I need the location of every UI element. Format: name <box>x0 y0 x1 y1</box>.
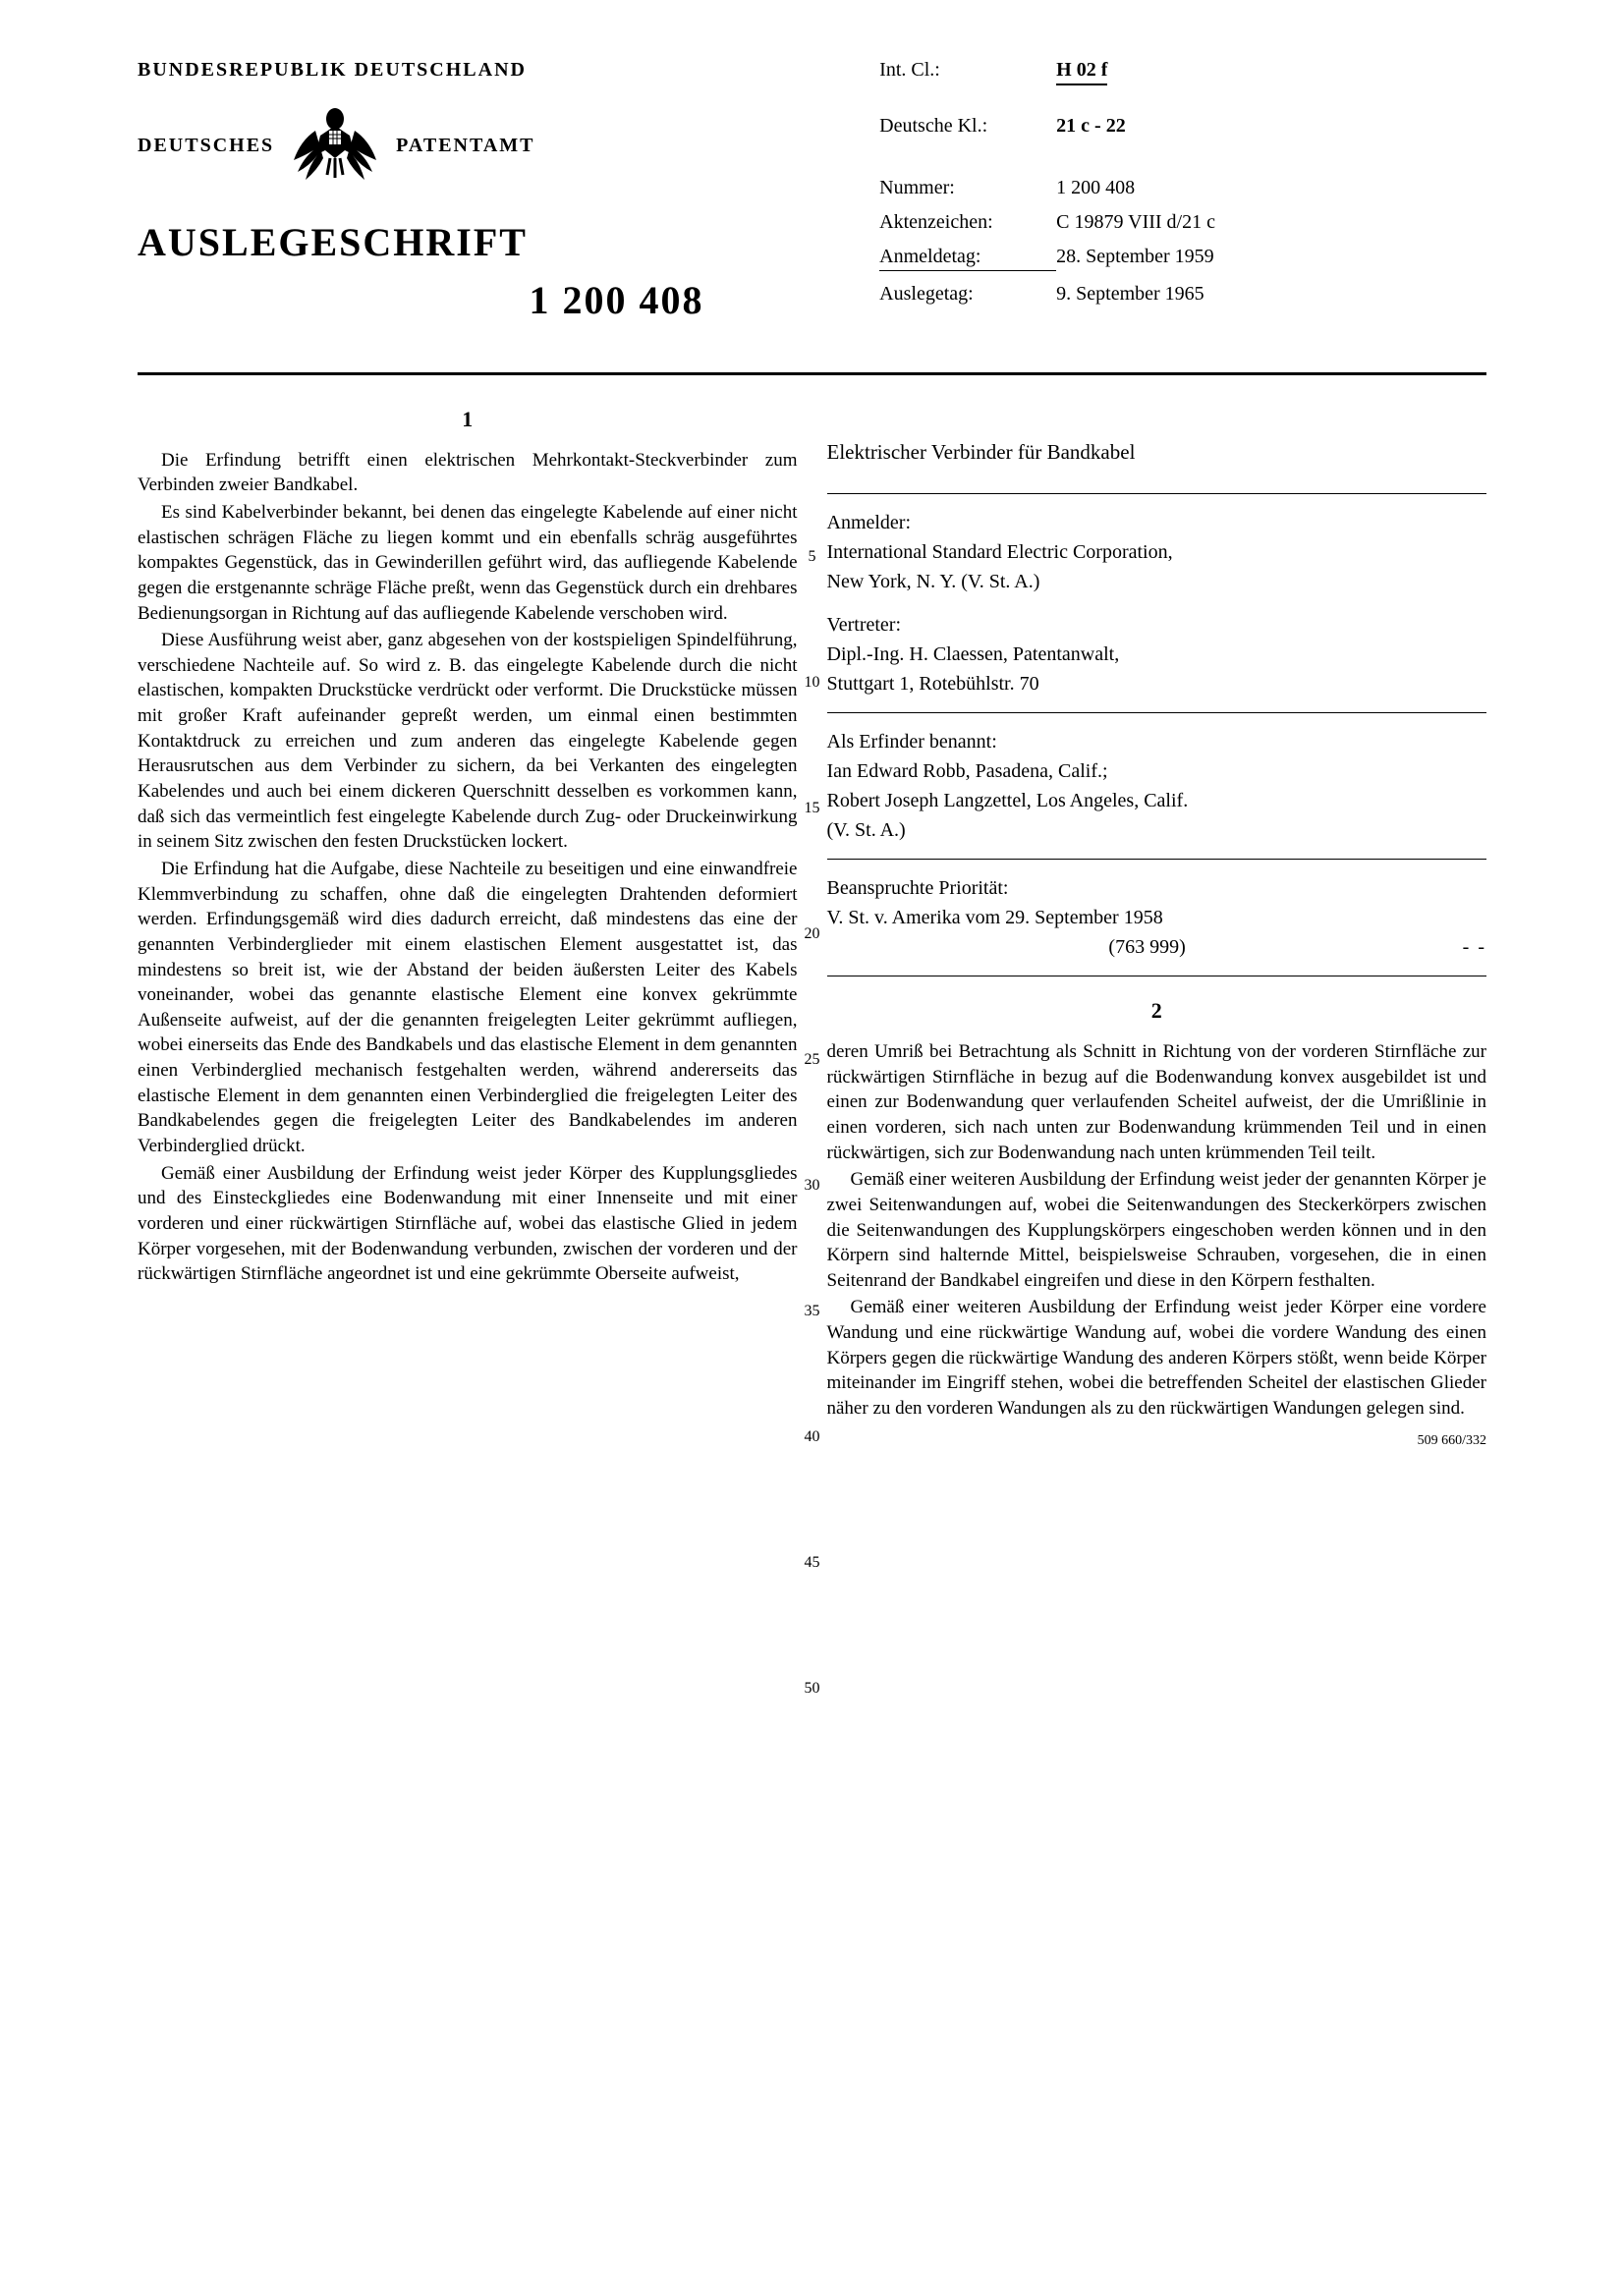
para-4: Die Erfindung hat die Aufgabe, diese Nac… <box>138 857 798 1159</box>
line-number: 5 <box>809 548 816 566</box>
dekl-label: Deutsche Kl.: <box>879 115 1056 138</box>
erfinder-block: Als Erfinder benannt: Ian Edward Robb, P… <box>827 727 1487 845</box>
office-right: PATENTAMT <box>396 135 534 157</box>
aktz-value: C 19879 VIII d/21 c <box>1056 211 1215 234</box>
vertreter-name: Dipl.-Ing. H. Claessen, Patentanwalt, <box>827 640 1487 669</box>
prio-text: V. St. v. Amerika vom 29. September 1958 <box>827 903 1487 932</box>
line-number: 35 <box>805 1303 820 1320</box>
auslegetag-value: 9. September 1965 <box>1056 283 1204 306</box>
vertreter-addr: Stuttgart 1, Rotebühlstr. 70 <box>827 669 1487 698</box>
anmelder-name: International Standard Electric Corporat… <box>827 537 1487 567</box>
info-divider-1 <box>827 493 1487 494</box>
meta-aktz: Aktenzeichen: C 19879 VIII d/21 c <box>879 211 1486 234</box>
line-number: 20 <box>805 925 820 943</box>
doc-type: AUSLEGESCHRIFT <box>138 219 812 265</box>
priority-block: Beanspruchte Priorität: V. St. v. Amerik… <box>827 873 1487 962</box>
line-number: 15 <box>805 800 820 817</box>
office-left: DEUTSCHES <box>138 135 274 157</box>
header-right: Int. Cl.: H 02 f Deutsche Kl.: 21 c - 22… <box>879 59 1486 323</box>
erfinder-2: Robert Joseph Langzettel, Los Angeles, C… <box>827 786 1487 815</box>
line-number: 50 <box>805 1680 820 1698</box>
anmeldetag-value: 28. September 1959 <box>1056 246 1214 271</box>
nummer-value: 1 200 408 <box>1056 177 1135 199</box>
anmelder-block: Anmelder: International Standard Electri… <box>827 508 1487 698</box>
dekl-value: 21 c - 22 <box>1056 115 1126 138</box>
prio-num: (763 999) <box>832 932 1463 962</box>
meta-anmeldetag: Anmeldetag: 28. September 1959 <box>879 246 1486 271</box>
intcl-label: Int. Cl.: <box>879 59 1056 85</box>
prio-dashes: - - <box>1463 932 1486 962</box>
meta-block2: Nummer: 1 200 408 Aktenzeichen: C 19879 … <box>879 177 1486 306</box>
office-row: DEUTSCHES PATENTAMT <box>138 101 812 190</box>
col1-number: 1 <box>138 405 798 434</box>
eagle-icon <box>286 101 384 190</box>
para-8: Gemäß einer weiteren Ausbildung der Erfi… <box>827 1295 1487 1421</box>
aktz-label: Aktenzeichen: <box>879 211 1056 234</box>
line-number: 25 <box>805 1051 820 1069</box>
column-1: 1 Die Erfindung betrifft einen elektrisc… <box>138 405 798 1423</box>
vertreter-label: Vertreter: <box>827 610 1487 640</box>
nummer-label: Nummer: <box>879 177 1056 199</box>
column-2: Elektrischer Verbinder für Bandkabel Anm… <box>827 405 1487 1423</box>
para-2: Es sind Kabelverbinder bekannt, bei dene… <box>138 500 798 626</box>
country-name: BUNDESREPUBLIK DEUTSCHLAND <box>138 59 812 82</box>
info-divider-3 <box>827 859 1487 860</box>
invention-title: Elektrischer Verbinder für Bandkabel <box>827 438 1487 466</box>
erfinder-country: (V. St. A.) <box>827 815 1487 845</box>
line-number: 40 <box>805 1428 820 1446</box>
auslegetag-label: Auslegetag: <box>879 283 1056 306</box>
anmelder-label: Anmelder: <box>827 508 1487 537</box>
meta-auslegetag: Auslegetag: 9. September 1965 <box>879 283 1486 306</box>
para-3: Diese Ausführung weist aber, ganz abgese… <box>138 628 798 855</box>
anmelder-addr: New York, N. Y. (V. St. A.) <box>827 567 1487 596</box>
para-1: Die Erfindung betrifft einen elektrische… <box>138 448 798 498</box>
col2-number: 2 <box>827 996 1487 1026</box>
header: BUNDESREPUBLIK DEUTSCHLAND DEUTSCHES PAT… <box>138 59 1486 323</box>
meta-dekl: Deutsche Kl.: 21 c - 22 <box>879 115 1486 138</box>
line-number: 30 <box>805 1177 820 1195</box>
header-left: BUNDESREPUBLIK DEUTSCHLAND DEUTSCHES PAT… <box>138 59 812 323</box>
para-6: deren Umriß bei Betrachtung als Schnitt … <box>827 1039 1487 1165</box>
doc-number: 1 200 408 <box>138 277 812 323</box>
intcl-value: H 02 f <box>1056 59 1107 85</box>
divider-top <box>138 372 1486 375</box>
line-number: 45 <box>805 1554 820 1572</box>
para-7: Gemäß einer weiteren Ausbildung der Erfi… <box>827 1167 1487 1293</box>
prio-num-row: . (763 999) - - <box>827 932 1487 962</box>
prio-label: Beanspruchte Priorität: <box>827 873 1487 903</box>
meta-nummer: Nummer: 1 200 408 <box>879 177 1486 199</box>
body: 1 Die Erfindung betrifft einen elektrisc… <box>138 405 1486 1423</box>
meta-intcl: Int. Cl.: H 02 f <box>879 59 1486 85</box>
info-divider-2 <box>827 712 1487 713</box>
anmeldetag-label: Anmeldetag: <box>879 246 1056 271</box>
erfinder-1: Ian Edward Robb, Pasadena, Calif.; <box>827 756 1487 786</box>
line-number: 10 <box>805 674 820 692</box>
para-5: Gemäß einer Ausbildung der Erfindung wei… <box>138 1161 798 1287</box>
erfinder-label: Als Erfinder benannt: <box>827 727 1487 756</box>
